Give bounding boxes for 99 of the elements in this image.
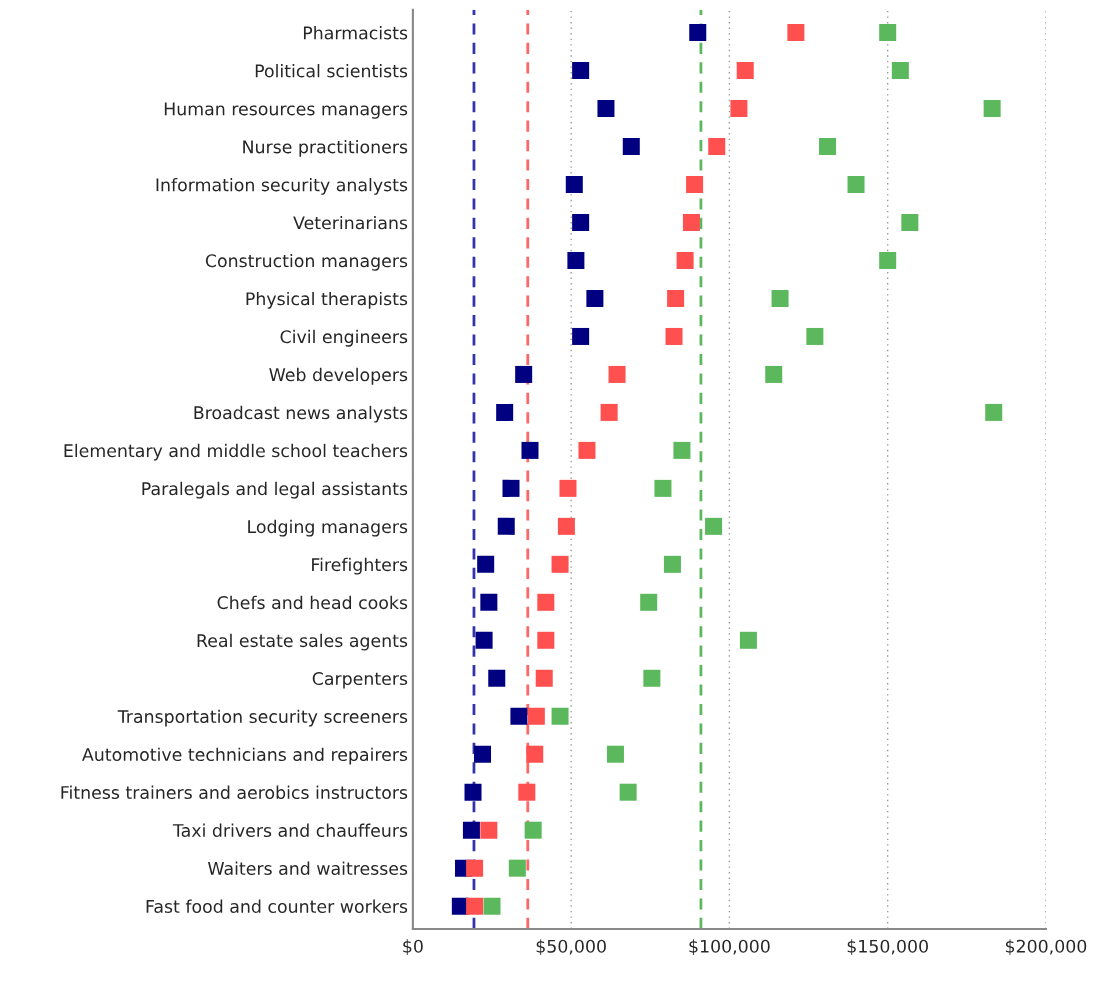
point [983,100,1001,118]
point [739,631,757,649]
y-tick-label: Real estate sales agents [197,633,408,651]
point [765,365,783,383]
point [819,138,837,156]
y-tick-label: Elementary and middle school teachers [64,443,408,461]
point [736,62,754,80]
point [806,327,824,345]
point [787,24,805,42]
y-tick-label: Firefighters [312,557,408,575]
y-tick-label: Lodging managers [248,519,408,537]
y-tick-label: Construction managers [205,253,408,271]
point [464,783,482,801]
point [771,289,789,307]
point [676,251,694,269]
y-tick-label: Transportation security screeners [117,709,408,727]
point [606,745,624,763]
point [565,176,583,194]
point [480,593,498,611]
point [586,289,604,307]
point [526,745,544,763]
point [510,707,528,725]
point [600,403,618,421]
y-tick-label: Information security analysts [156,177,408,195]
point [578,441,596,459]
point [879,24,897,42]
y-tick-label: Carpenters [312,671,408,689]
point [474,745,492,763]
point [901,214,919,232]
point [557,517,575,535]
point [708,138,726,156]
x-tick-label: $100,000 [689,939,770,956]
x-tick-label: $0 [403,939,423,956]
x-tick-label: $200,000 [1005,939,1087,956]
point [480,821,498,839]
y-tick-label: Fast food and counter workers [146,899,408,913]
point [597,100,615,118]
point [665,327,683,345]
point [567,251,585,269]
x-tick-label: $50,000 [536,939,606,956]
point [730,100,748,118]
point [686,176,704,194]
y-tick-label: Human resources managers [164,102,408,119]
y-tick-label: Automotive technicians and repairers [82,747,408,765]
y-tick-label: Broadcast news analysts [194,405,408,423]
point [537,593,555,611]
point [551,707,569,725]
y-tick-label: Nurse practitioners [243,139,408,157]
point [477,555,495,573]
point [654,479,672,497]
point [985,403,1003,421]
y-tick-label: Physical therapists [246,291,408,309]
point [537,631,555,649]
point [535,669,553,687]
y-tick-label: Waiters and waitresses [207,861,408,876]
point [527,707,545,725]
y-tick-label: Pharmacists [303,26,408,40]
point [847,176,865,194]
point [497,517,515,535]
point [619,783,637,801]
y-tick-label: Chefs and head cooks [217,595,408,610]
point [483,897,501,915]
point [462,821,480,839]
point [466,859,484,877]
point [705,517,723,535]
y-tick-label: Paralegals and legal assistants [142,481,408,499]
y-tick-label: Taxi drivers and chauffeurs [172,823,408,838]
y-tick-label: Civil engineers [280,329,408,347]
point [572,214,590,232]
point [663,555,681,573]
point [524,821,542,839]
point [891,62,909,80]
point [518,783,536,801]
y-tick-label: Veterinarians [293,215,408,230]
point [682,214,700,232]
y-tick-label: Web developers [269,367,408,385]
point [508,859,526,877]
point [667,289,685,307]
point [622,138,640,156]
point [466,897,484,915]
point [502,479,520,497]
point [643,669,661,687]
point [879,251,897,269]
point [496,403,514,421]
point [475,631,493,649]
point [572,62,590,80]
point [608,365,626,383]
point [572,327,590,345]
y-tick-label: Fitness trainers and aerobics instructors [61,785,408,800]
point [559,479,577,497]
point [515,365,533,383]
y-tick-label: Political scientists [255,64,408,78]
point [640,593,658,611]
point [673,441,691,459]
point [488,669,506,687]
point [521,441,539,459]
point [551,555,569,573]
x-tick-label: $150,000 [847,939,928,956]
point [689,24,707,42]
